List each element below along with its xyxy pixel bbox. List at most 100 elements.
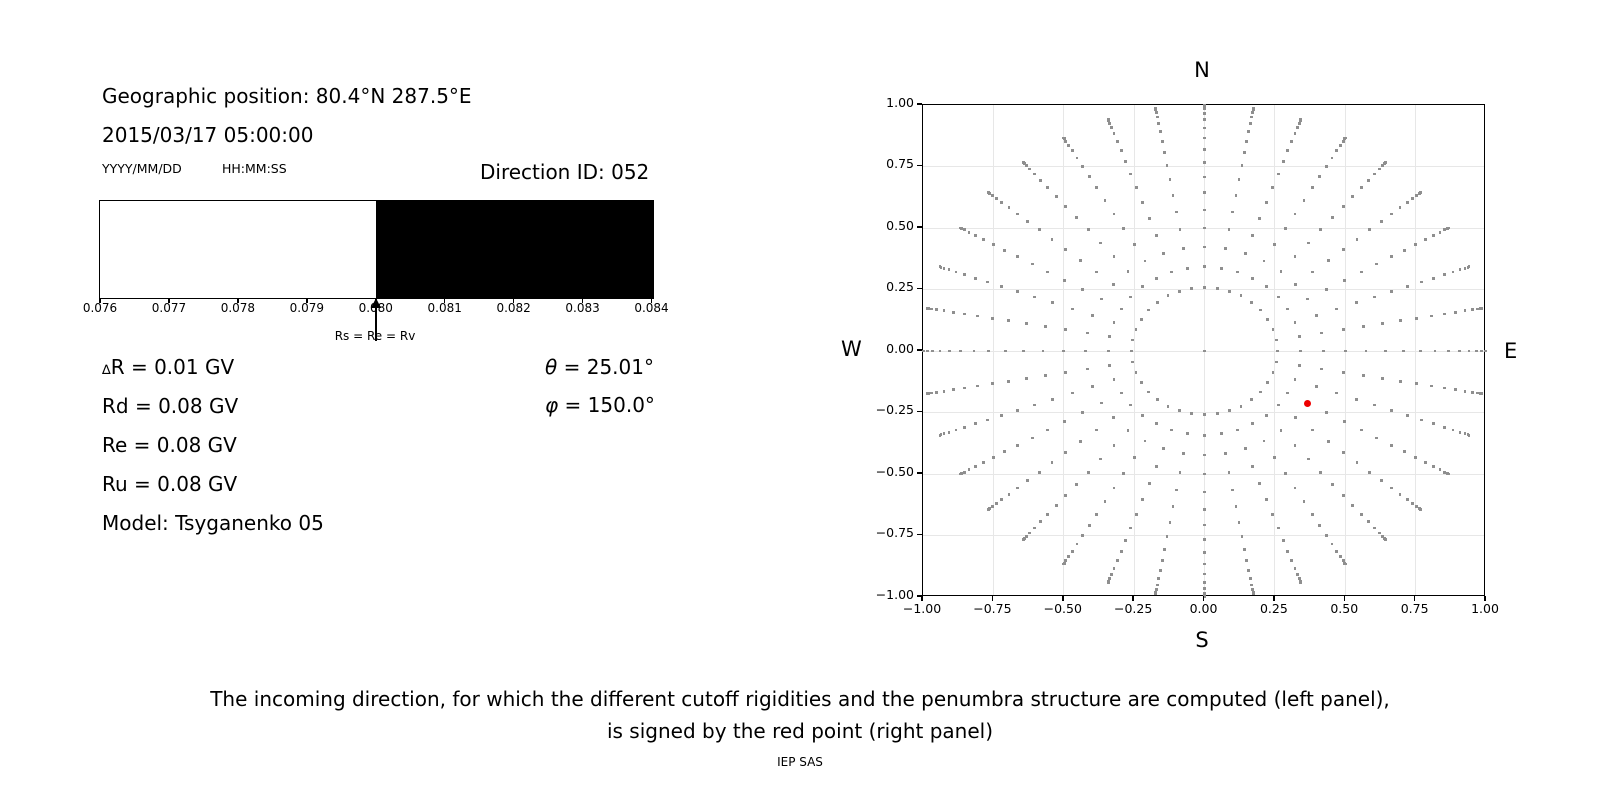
direction-grid-dot: [1129, 172, 1133, 176]
direction-grid-dot: [1299, 349, 1303, 353]
direction-grid-dot: [1141, 201, 1144, 204]
direction-grid-dot: [1046, 428, 1050, 432]
direction-grid-dot: [1389, 255, 1393, 259]
direction-grid-dot: [1296, 572, 1299, 576]
direction-grid-dot: [1359, 512, 1363, 516]
direction-grid-dot: [1335, 391, 1339, 395]
direction-grid-dot: [1203, 523, 1206, 527]
direction-grid-dot: [942, 389, 946, 393]
direction-grid-dot: [1215, 412, 1219, 416]
direction-grid-dot: [1106, 349, 1110, 353]
direction-grid-dot: [1046, 186, 1050, 190]
direction-grid-dot: [1293, 486, 1297, 490]
direction-grid-dot: [1343, 349, 1347, 353]
direction-grid-dot: [1432, 276, 1435, 280]
direction-grid-dot: [1243, 151, 1246, 154]
direction-grid-dot: [1286, 391, 1290, 395]
direction-grid-dot: [1402, 450, 1406, 454]
direction-grid-dot: [1030, 436, 1034, 440]
direction-grid-dot: [1266, 317, 1269, 321]
direction-grid-dot: [1331, 482, 1334, 486]
direction-grid-dot: [1087, 524, 1091, 527]
direction-grid-dot: [1283, 227, 1287, 231]
direction-grid-dot: [1085, 331, 1089, 335]
direction-grid-dot: [1384, 349, 1387, 353]
plot-y-tick: [917, 472, 922, 474]
plot-x-tick-label: 0.75: [1400, 601, 1429, 616]
direction-grid-dot: [1000, 498, 1004, 501]
direction-grid-dot: [1051, 397, 1055, 401]
direction-grid-dot: [1154, 111, 1158, 114]
direction-grid-dot: [1443, 228, 1446, 232]
direction-grid-dot: [1119, 307, 1123, 311]
direction-grid-dot: [925, 306, 929, 310]
penumbra-x-tick-label: 0.083: [565, 301, 600, 315]
direction-grid-dot: [1112, 255, 1116, 259]
direction-grid-dot: [1294, 282, 1298, 286]
phi-value: = 150.0°: [558, 393, 655, 417]
direction-grid-dot: [1154, 591, 1157, 595]
direction-grid-dot: [1264, 285, 1268, 288]
theta-line: θ = 25.01°: [545, 356, 654, 379]
caption-line-1: The incoming direction, for which the di…: [210, 687, 1390, 711]
direction-grid-dot: [938, 349, 942, 353]
direction-grid-dot: [1443, 312, 1446, 316]
direction-grid-dot: [963, 425, 967, 429]
direction-grid-dot: [1430, 384, 1433, 388]
direction-grid-dot: [1203, 175, 1206, 179]
direction-grid-dot: [1030, 262, 1034, 266]
plot-x-tick-label: 0.25: [1259, 601, 1288, 616]
direction-grid-dot: [1476, 307, 1479, 311]
direction-grid-dot: [1124, 160, 1128, 164]
direction-grid-dot: [1203, 208, 1206, 212]
direction-grid-dot: [1243, 251, 1247, 255]
direction-grid-dot: [1108, 577, 1112, 581]
direction-grid-dot: [1081, 411, 1084, 414]
direction-grid-dot: [1438, 468, 1442, 472]
theta-symbol: θ: [545, 355, 558, 379]
direction-grid-dot: [1293, 443, 1297, 447]
direction-grid-dot: [1000, 285, 1004, 288]
compass-east-label: E: [1504, 339, 1518, 363]
direction-grid-dot: [1480, 349, 1484, 353]
penumbra-allowed-bar: [99, 200, 376, 298]
direction-grid-dot: [1111, 282, 1115, 286]
direction-grid-dot: [1046, 512, 1050, 516]
direction-grid-dot: [1286, 307, 1290, 311]
direction-grid-dot: [1398, 492, 1402, 496]
direction-grid-dot: [963, 386, 966, 390]
direction-grid-dot: [1359, 186, 1363, 190]
direction-grid-dot: [1050, 237, 1054, 241]
direction-grid-dot: [1051, 301, 1055, 305]
direction-grid-dot: [1154, 422, 1158, 426]
direction-grid-dot: [1091, 314, 1095, 317]
direction-grid-dot: [1203, 161, 1206, 164]
direction-grid-dot: [1141, 285, 1144, 288]
direction-grid-dot: [1362, 374, 1365, 377]
direction-grid-dot: [1293, 132, 1297, 136]
direction-grid-dot: [1070, 549, 1074, 553]
direction-grid-dot: [954, 270, 958, 274]
direction-grid-dot: [1351, 195, 1355, 199]
direction-grid-dot: [1293, 212, 1297, 216]
direction-grid-dot: [1160, 139, 1164, 143]
direction-grid-dot: [1158, 569, 1162, 572]
direction-grid-dot: [1297, 121, 1301, 125]
direction-grid-dot: [1134, 327, 1138, 331]
direction-grid-dot: [1251, 422, 1255, 426]
direction-grid-dot: [1375, 262, 1379, 266]
direction-grid-dot: [1302, 198, 1306, 202]
re-line: Re = 0.08 GV: [102, 433, 237, 457]
direction-grid-dot: [1070, 149, 1074, 153]
direction-grid-dot: [1359, 428, 1363, 432]
direction-grid-dot: [1203, 490, 1206, 494]
direction-grid-dot: [1203, 265, 1206, 269]
direction-grid-dot: [1203, 126, 1206, 130]
direction-grid-dot: [1095, 186, 1099, 190]
direction-grid-dot: [1026, 479, 1030, 482]
direction-grid-dot: [951, 310, 955, 314]
direction-grid-dot: [1203, 538, 1206, 541]
direction-grid-dot: [1415, 382, 1419, 386]
direction-grid-dot: [994, 196, 998, 200]
direction-grid-dot: [1390, 409, 1393, 412]
